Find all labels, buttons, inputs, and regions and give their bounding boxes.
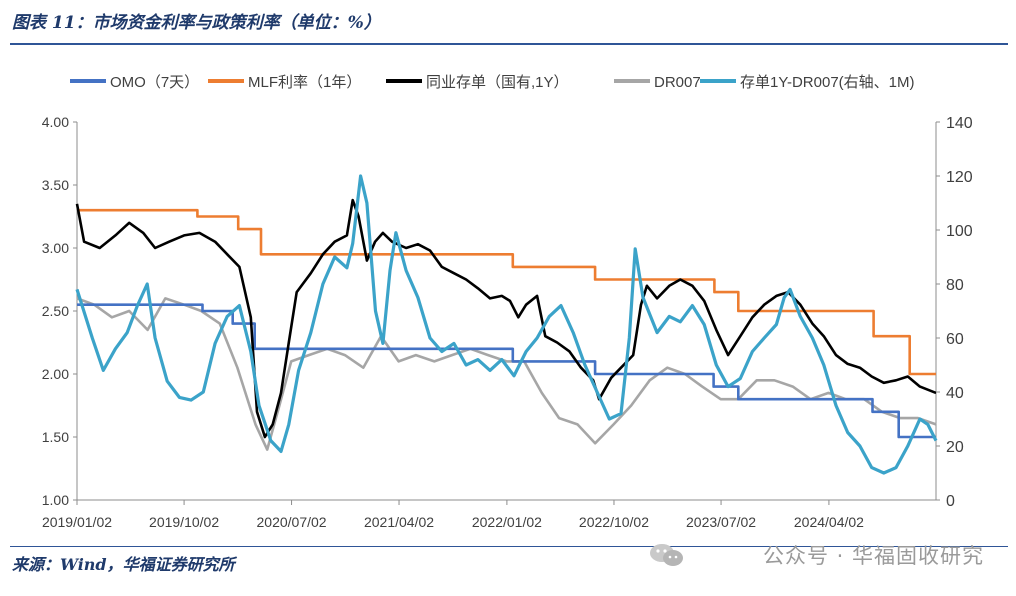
x-tick-label: 2022/01/02 — [472, 514, 542, 530]
legend-label: MLF利率（1年） — [248, 74, 361, 91]
y-right-tick-label: 80 — [946, 277, 964, 294]
x-tick-label: 2019/10/02 — [149, 514, 219, 530]
legend-label: DR007 — [654, 74, 701, 91]
x-tick-label: 2020/07/02 — [257, 514, 327, 530]
y-left-tick-label: 1.50 — [42, 429, 69, 445]
y-right-tick-label: 60 — [946, 331, 964, 348]
chart-plot-area — [75, 174, 938, 475]
x-tick-label: 2023/07/02 — [686, 514, 756, 530]
title-rule — [10, 43, 1008, 45]
y-left-tick-label: 3.50 — [42, 177, 69, 193]
wechat-icon — [650, 544, 683, 566]
legend-label: 存单1Y-DR007(右轴、1M) — [740, 74, 915, 91]
footer-rule — [10, 546, 1008, 547]
source-note: 来源：Wind，华福证券研究所 — [12, 555, 235, 574]
y-right-tick-label: 120 — [946, 169, 973, 186]
y-left-tick-label: 1.00 — [42, 492, 69, 508]
chart-ticks: 1.00 1.50 2.00 2.50 3.00 3.50 4.00 0 20 40 60 80 100… — [42, 114, 973, 530]
y-right-tick-label: 0 — [946, 493, 955, 510]
series-line-1 — [77, 208, 936, 376]
chart-canvas: OMO（7天） MLF利率（1年） 同业存单（国有,1Y） DR007 存单1Y-DR0… — [42, 74, 973, 530]
legend-label: OMO（7天） — [110, 74, 199, 91]
x-tick-label: 2021/04/02 — [364, 514, 434, 530]
watermark: 公众号 · 华福固收研究 — [762, 544, 984, 568]
x-tick-label: 2022/10/02 — [579, 514, 649, 530]
chart-legend: OMO（7天） MLF利率（1年） 同业存单（国有,1Y） DR007 存单1Y-DR0… — [70, 74, 915, 91]
x-tick-label: 2024/04/02 — [794, 514, 864, 530]
series-line-3 — [76, 297, 937, 451]
series-line-2 — [75, 198, 937, 439]
legend-label: 同业存单（国有,1Y） — [426, 74, 569, 91]
series-line-4 — [75, 174, 938, 475]
x-tick-label: 2019/01/02 — [42, 514, 112, 530]
y-right-tick-label: 140 — [946, 115, 973, 132]
y-left-tick-label: 3.00 — [42, 240, 69, 256]
series-line-0 — [77, 303, 936, 439]
chart-title: 图表 11：市场资金利率与政策利率（单位：%） — [12, 13, 381, 33]
y-left-tick-label: 2.00 — [42, 366, 69, 382]
y-left-tick-label: 2.50 — [42, 303, 69, 319]
y-right-tick-label: 20 — [946, 439, 964, 456]
y-right-tick-label: 100 — [946, 223, 973, 240]
y-left-tick-label: 4.00 — [42, 114, 69, 130]
y-right-tick-label: 40 — [946, 385, 964, 402]
